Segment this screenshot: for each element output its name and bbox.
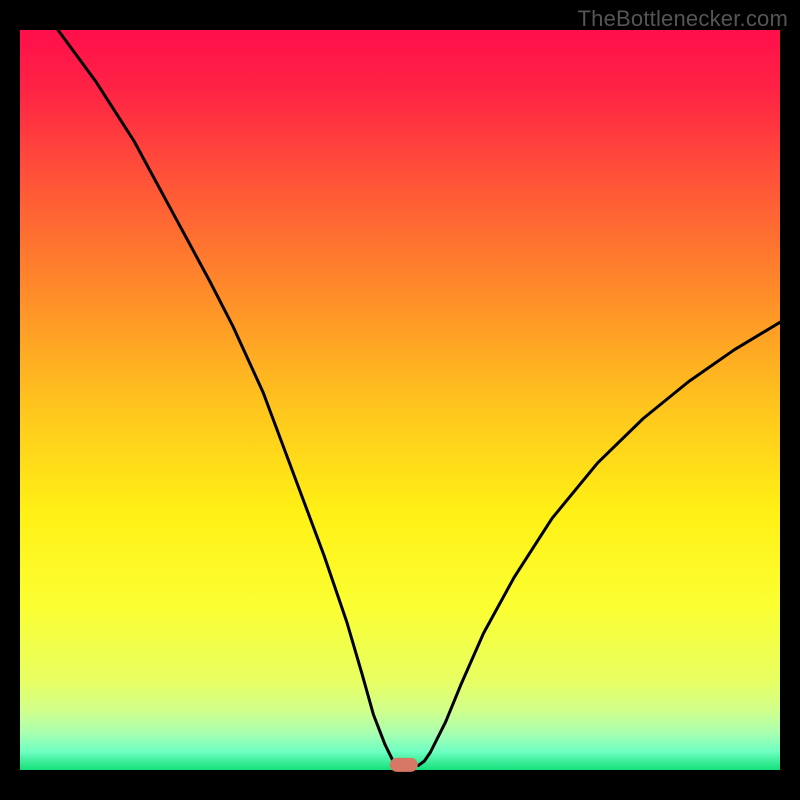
minimum-marker	[390, 758, 418, 772]
chart-svg	[0, 0, 800, 800]
bottleneck-chart: TheBottlenecker.com	[0, 0, 800, 800]
watermark-text: TheBottlenecker.com	[578, 6, 788, 32]
